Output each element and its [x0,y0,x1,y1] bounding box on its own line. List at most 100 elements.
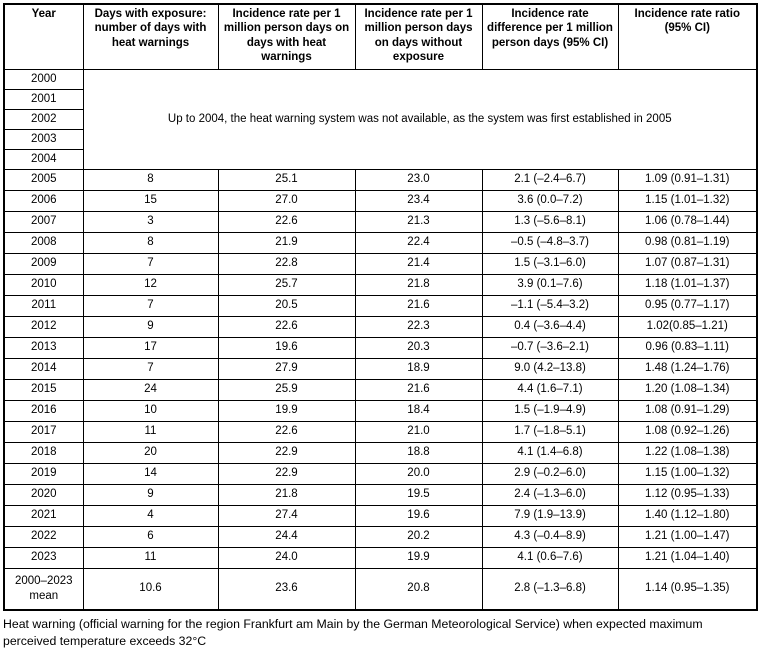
header-rate-without-exposure: Incidence rate per 1 million person days… [354,3,483,70]
difference-cell: 0.4 (–3.6–4.4) [481,316,619,338]
rate-warnings-cell: 24.4 [217,526,356,548]
difference-cell: 2.8 (–1.3–6.8) [481,568,619,611]
rate-warnings-cell: 22.9 [217,463,356,485]
rate-warnings-cell: 22.9 [217,442,356,464]
table-row: 2009 7 22.8 21.4 1.5 (–3.1–6.0) 1.07 (0.87–1.… [3,253,758,275]
year-cell: 2022 [3,526,84,548]
ratio-cell: 1.20 (1.08–1.34) [617,379,758,401]
rate-no-exposure-cell: 19.6 [354,505,483,527]
table-row: 2000 Up to 2004, the heat warning system… [3,69,758,170]
header-days-with-exposure: Days with exposure: number of days with … [82,3,219,70]
rate-no-exposure-cell: 20.3 [354,337,483,359]
rate-no-exposure-cell: 22.3 [354,316,483,338]
rate-warnings-cell: 21.9 [217,232,356,254]
difference-cell: 3.6 (0.0–7.2) [481,190,619,212]
table-row: 2019 14 22.9 20.0 2.9 (–0.2–6.0) 1.15 (1.00–1… [3,463,758,485]
year-cell: 2003 [3,129,84,150]
rate-warnings-cell: 19.9 [217,400,356,422]
rate-no-exposure-cell: 19.5 [354,484,483,506]
days-cell: 12 [82,274,219,296]
days-cell: 10 [82,400,219,422]
table-row: 2013 17 19.6 20.3 –0.7 (–3.6–2.1) 0.96 (0.83–… [3,337,758,359]
difference-cell: 2.9 (–0.2–6.0) [481,463,619,485]
rate-no-exposure-cell: 19.9 [354,547,483,569]
difference-cell: –1.1 (–5.4–3.2) [481,295,619,317]
rate-warnings-cell: 27.0 [217,190,356,212]
difference-cell: 3.9 (0.1–7.6) [481,274,619,296]
year-cell: 2014 [3,358,84,380]
table-row: 2005 8 25.1 23.0 2.1 (–2.4–6.7) 1.09 (0.91–1.… [3,169,758,191]
year-cell: 2007 [3,211,84,233]
ratio-cell: 0.98 (0.81–1.19) [617,232,758,254]
year-cell: 2019 [3,463,84,485]
days-cell: 9 [82,316,219,338]
difference-cell: 2.1 (–2.4–6.7) [481,169,619,191]
difference-cell: –0.7 (–3.6–2.1) [481,337,619,359]
ratio-cell: 1.02(0.85–1.21) [617,316,758,338]
days-cell: 8 [82,169,219,191]
rate-no-exposure-cell: 23.0 [354,169,483,191]
rate-warnings-cell: 20.5 [217,295,356,317]
ratio-cell: 1.15 (1.00–1.32) [617,463,758,485]
year-cell: 2009 [3,253,84,275]
year-cell: 2017 [3,421,84,443]
rate-warnings-cell: 23.6 [217,568,356,611]
table-row: 2015 24 25.9 21.6 4.4 (1.6–7.1) 1.20 (1.08–1.… [3,379,758,401]
ratio-cell: 1.09 (0.91–1.31) [617,169,758,191]
rate-warnings-cell: 22.6 [217,316,356,338]
year-cell: 2004 [3,149,84,170]
table-row: 2011 7 20.5 21.6 –1.1 (–5.4–3.2) 0.95 (0.77–1… [3,295,758,317]
table-row: 2016 10 19.9 18.4 1.5 (–1.9–4.9) 1.08 (0.91–1… [3,400,758,422]
table-row: 2010 12 25.7 21.8 3.9 (0.1–7.6) 1.18 (1.01–1.… [3,274,758,296]
difference-cell: 4.1 (1.4–6.8) [481,442,619,464]
ratio-cell: 1.07 (0.87–1.31) [617,253,758,275]
rate-no-exposure-cell: 18.4 [354,400,483,422]
year-cell: 2015 [3,379,84,401]
ratio-cell: 1.12 (0.95–1.33) [617,484,758,506]
days-cell: 8 [82,232,219,254]
merged-note-cell: Up to 2004, the heat warning system was … [82,69,758,170]
rate-warnings-cell: 24.0 [217,547,356,569]
year-cell: 2016 [3,400,84,422]
rate-no-exposure-cell: 21.6 [354,379,483,401]
ratio-cell: 1.22 (1.08–1.38) [617,442,758,464]
rate-warnings-cell: 22.6 [217,211,356,233]
table-row: 2012 9 22.6 22.3 0.4 (–3.6–4.4) 1.02(0.85–1.2… [3,316,758,338]
ratio-cell: 1.48 (1.24–1.76) [617,358,758,380]
ratio-cell: 1.14 (0.95–1.35) [617,568,758,611]
ratio-cell: 1.15 (1.01–1.32) [617,190,758,212]
days-cell: 9 [82,484,219,506]
year-cell: 2000 [3,69,84,90]
days-cell: 20 [82,442,219,464]
table-row: 2000–2023 mean 10.6 23.6 20.8 2.8 (–1.3–6.8)… [3,568,758,611]
difference-cell: 2.4 (–1.3–6.0) [481,484,619,506]
ratio-cell: 0.95 (0.77–1.17) [617,295,758,317]
difference-cell: 1.5 (–1.9–4.9) [481,400,619,422]
difference-cell: 1.5 (–3.1–6.0) [481,253,619,275]
year-cell: 2001 [3,89,84,110]
rate-warnings-cell: 27.4 [217,505,356,527]
days-cell: 7 [82,253,219,275]
year-cell: 2011 [3,295,84,317]
rate-no-exposure-cell: 20.2 [354,526,483,548]
days-cell: 4 [82,505,219,527]
table-row: 2007 3 22.6 21.3 1.3 (–5.6–8.1) 1.06 (0.78–1.… [3,211,758,233]
header-rate-with-warnings: Incidence rate per 1 million person days… [217,3,356,70]
table-row: 2022 6 24.4 20.2 4.3 (–0.4–8.9) 1.21 (1.00–1.… [3,526,758,548]
year-cell: 2002 [3,109,84,130]
difference-cell: 9.0 (4.2–13.8) [481,358,619,380]
days-cell: 6 [82,526,219,548]
days-cell: 15 [82,190,219,212]
rate-no-exposure-cell: 21.6 [354,295,483,317]
ratio-cell: 1.21 (1.00–1.47) [617,526,758,548]
rate-no-exposure-cell: 20.0 [354,463,483,485]
days-cell: 24 [82,379,219,401]
difference-cell: 4.4 (1.6–7.1) [481,379,619,401]
ratio-cell: 1.40 (1.12–1.80) [617,505,758,527]
year-cell: 2020 [3,484,84,506]
rate-warnings-cell: 25.1 [217,169,356,191]
ratio-cell: 0.96 (0.83–1.11) [617,337,758,359]
difference-cell: –0.5 (–4.8–3.7) [481,232,619,254]
days-cell: 7 [82,295,219,317]
